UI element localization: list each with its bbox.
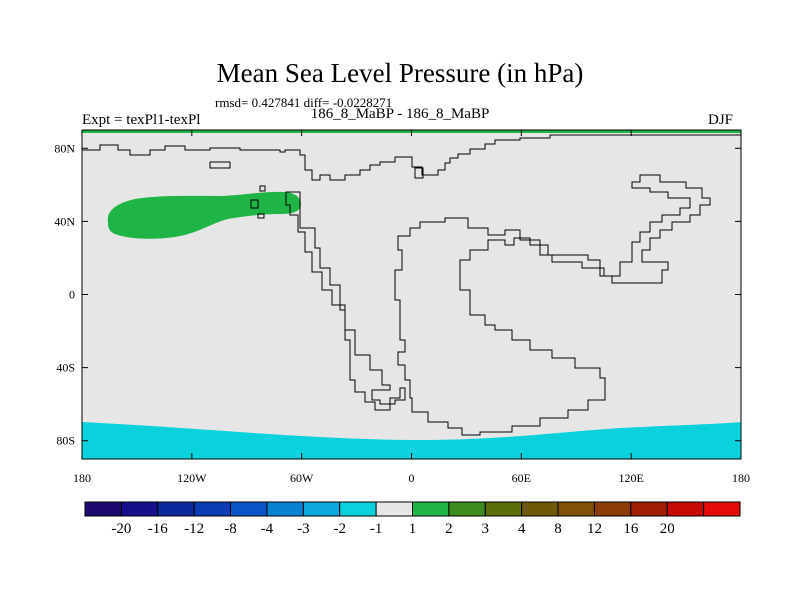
x-tick-label: 60W (290, 471, 314, 485)
colorbar-box (412, 501, 450, 517)
y-tick-label: 0 (69, 288, 75, 302)
colorbar-label: -4 (261, 521, 274, 537)
colorbar-label: -16 (148, 521, 168, 537)
colorbar-box (593, 501, 632, 517)
x-tick-label: 60E (512, 471, 531, 485)
plot-title: Mean Sea Level Pressure (in hPa) (216, 58, 584, 88)
colorbar-label: 3 (482, 521, 490, 537)
y-tick-label: 40S (56, 361, 75, 375)
x-tick-label: 120E (618, 471, 643, 485)
colorbar-box (193, 501, 232, 517)
y-tick-label: 80S (56, 434, 75, 448)
positive-anomaly-region (107, 191, 301, 239)
x-tick-label: 180 (73, 471, 91, 485)
island-outline (414, 167, 424, 179)
map-panel (81, 129, 742, 460)
colorbar-box (557, 501, 595, 517)
colorbar-box (120, 501, 159, 517)
coastline-outlines (82, 134, 741, 436)
colorbar-box (84, 501, 122, 517)
colorbar-box (703, 501, 741, 517)
island-outline (250, 199, 259, 209)
colorbar-label: -3 (297, 521, 310, 537)
colorbar-label: 1 (409, 521, 417, 537)
y-tick-label: 80N (54, 141, 75, 155)
y-tick-label: 40N (54, 214, 75, 228)
colorbar-label: 2 (445, 521, 453, 537)
colorbar-box (339, 501, 377, 517)
colorbar-box (302, 501, 341, 517)
colorbar-label: -12 (184, 521, 204, 537)
x-tick-label: 0 (409, 471, 415, 485)
experiment-label: Expt = texPl1-texPl (82, 112, 201, 128)
colorbar-box (266, 501, 304, 517)
stats-text: rmsd= 0.427841 diff= -0.0228271 (215, 95, 393, 110)
colorbar-box (230, 501, 268, 517)
western-continent-outline (285, 191, 406, 411)
island-outline (257, 213, 265, 219)
colorbar-label: -8 (224, 521, 237, 537)
x-tick-label: 180 (732, 471, 750, 485)
map-axes: 180 120W 60W 0 60E 120E 180 80N 40N 0 40S 80S (54, 130, 750, 485)
colorbar: -20 -16 -12 -8 -4 -3 -2 -1 1 2 3 4 8 12 16 20 (84, 501, 741, 537)
colorbar-box (448, 501, 486, 517)
colorbar-label: -2 (333, 521, 346, 537)
colorbar-box (157, 501, 195, 517)
colorbar-label: 16 (623, 521, 639, 537)
island-outline (259, 185, 266, 192)
season-label: DJF (708, 112, 734, 128)
negative-anomaly-region (82, 422, 741, 459)
colorbar-label: -1 (370, 521, 383, 537)
colorbar-label: -20 (111, 521, 131, 537)
plot-subtitle: 186_8_MaBP - 186_8_MaBP (310, 106, 490, 122)
colorbar-box (630, 501, 668, 517)
eastern-continent-outline (394, 174, 711, 436)
colorbar-label: 12 (587, 521, 602, 537)
colorbar-label: 8 (554, 521, 562, 537)
colorbar-box (666, 501, 705, 517)
northern-coastline (82, 134, 741, 181)
colorbar-box (375, 501, 414, 517)
colorbar-box (521, 501, 559, 517)
colorbar-label: 4 (518, 521, 526, 537)
island-outline (209, 161, 231, 169)
colorbar-box (484, 501, 523, 517)
x-tick-label: 120W (177, 471, 207, 485)
colorbar-label: 20 (660, 521, 675, 537)
